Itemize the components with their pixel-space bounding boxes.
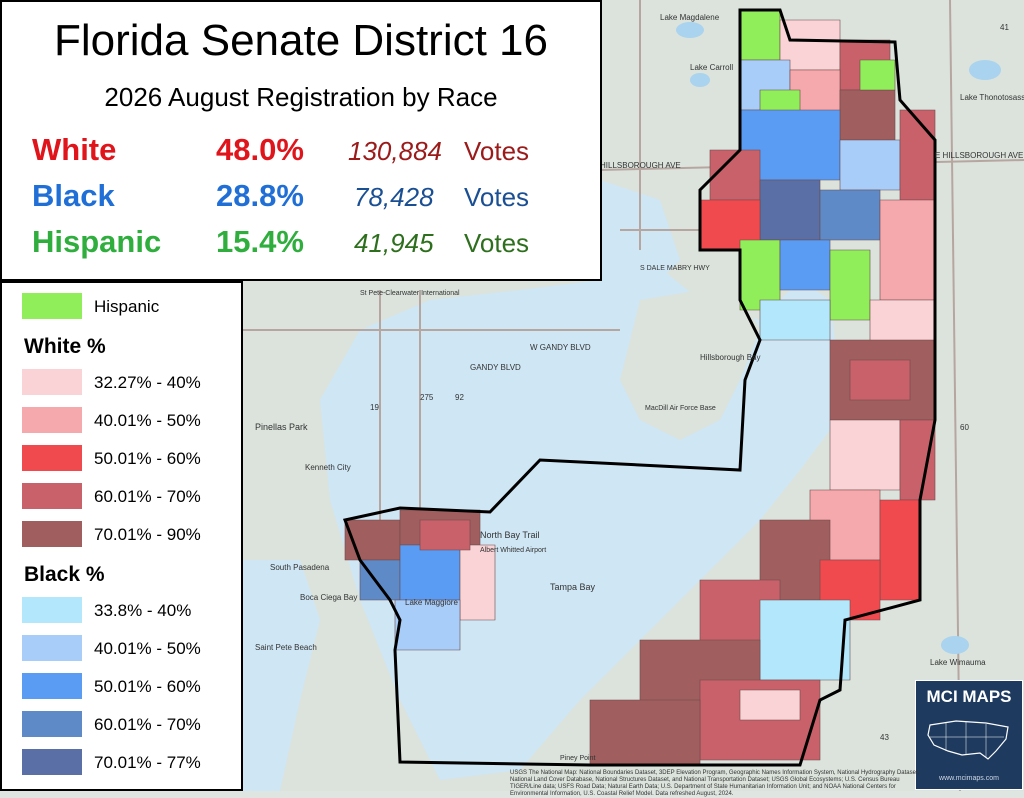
legend-label-white-4: 60.01% - 70%	[94, 487, 201, 506]
route-43-label: 43	[880, 733, 889, 742]
lake-wimauma-label: Lake Wimauma	[930, 658, 986, 667]
title-panel: Florida Senate District 16 2026 August R…	[0, 0, 602, 281]
precincts-south	[589, 339, 936, 766]
white-votes: 130,884	[348, 136, 442, 166]
hillsborough-bay-label: Hillsborough Bay	[700, 353, 760, 362]
lake-carroll-label: Lake Carroll	[690, 63, 733, 72]
legend-swatch-white-3	[22, 445, 82, 471]
legend-swatch-black-3	[22, 673, 82, 699]
route-19-label: 19	[370, 403, 379, 412]
south-pasadena-label: South Pasadena	[270, 563, 330, 572]
albert-whitted-label: Albert Whitted Airport	[480, 547, 546, 554]
white-votes-word: Votes	[464, 136, 530, 166]
legend-label-white-2: 40.01% - 50%	[94, 411, 201, 430]
gandy-blvd-label: GANDY BLVD	[470, 363, 521, 372]
peninsula-land	[620, 290, 760, 440]
legend-swatch-black-2	[22, 635, 82, 661]
brand-url: www.mcimaps.com	[939, 775, 999, 782]
legend-label-white-3: 50.01% - 60%	[94, 449, 201, 468]
route-92-label: 92	[455, 393, 464, 402]
old-tampa-bay-water	[580, 180, 680, 300]
black-pct: 28.8%	[216, 178, 304, 213]
hillsborough-ave-label: HILLSBOROUGH AVE	[600, 161, 681, 170]
route-275-label: 275	[420, 393, 434, 402]
e-hillsborough-ave-label: E HILLSBOROUGH AVE	[935, 151, 1023, 160]
hispanic-label: Hispanic	[32, 224, 162, 259]
legend-swatch-black-1	[22, 597, 82, 623]
lake-thonotosassa-label: Lake Thonotosassa	[960, 93, 1024, 102]
legend-swatch-white-2	[22, 407, 82, 433]
page-subtitle: 2026 August Registration by Race	[104, 82, 498, 112]
brand-name: MCI MAPS	[926, 687, 1012, 706]
black-votes: 78,428	[354, 182, 434, 212]
legend-swatch-black-4	[22, 711, 82, 737]
legend-label-white-1: 32.27% - 40%	[94, 373, 201, 392]
legend-label-black-3: 50.01% - 60%	[94, 677, 201, 696]
macdill-label: MacDill Air Force Base	[645, 405, 716, 412]
hispanic-votes: 41,945	[354, 228, 434, 258]
white-pct: 48.0%	[216, 132, 304, 167]
legend-label-black-5: 70.01% - 77%	[94, 753, 201, 772]
legend-panel: Hispanic White % 32.27% - 40% 40.01% - 5…	[0, 281, 243, 791]
north-bay-trail-label: North Bay Trail	[480, 530, 540, 540]
hispanic-pct: 15.4%	[216, 224, 304, 259]
usa-map-icon	[927, 720, 1009, 760]
legend-swatch-white-1	[22, 369, 82, 395]
map-credits: USGS The National Map: National Boundari…	[510, 770, 920, 797]
lake-maggiore-label: Lake Maggiore	[405, 598, 458, 607]
hispanic-votes-word: Votes	[464, 228, 530, 258]
legend-swatch-white-5	[22, 521, 82, 547]
legend-swatch-white-4	[22, 483, 82, 509]
mci-maps-logo: MCI MAPS www.mcimaps.com	[915, 680, 1023, 790]
route-60-label: 60	[960, 423, 969, 432]
legend-swatch-hispanic	[22, 293, 82, 319]
map-lakes	[676, 22, 1001, 654]
page-title: Florida Senate District 16	[54, 16, 548, 65]
dale-mabry-label: S DALE MABRY HWY	[640, 265, 710, 272]
black-label: Black	[32, 178, 115, 213]
legend-label-black-4: 60.01% - 70%	[94, 715, 201, 734]
tampa-bay-label: Tampa Bay	[550, 582, 596, 592]
district-boundary	[342, 8, 937, 767]
legend-label-hispanic: Hispanic	[94, 297, 160, 316]
legend-swatch-black-5	[22, 749, 82, 775]
legend-label-black-2: 40.01% - 50%	[94, 639, 201, 658]
legend-white-title: White %	[24, 335, 106, 358]
boca-ciega-water	[243, 560, 320, 791]
route-41-label: 41	[1000, 23, 1009, 32]
boca-ciega-bay-label: Boca Ciega Bay	[300, 593, 357, 602]
legend-black-title: Black %	[24, 563, 105, 586]
lake-magdalene-label: Lake Magdalene	[660, 13, 720, 22]
w-gandy-blvd-label: W GANDY BLVD	[530, 343, 591, 352]
black-votes-word: Votes	[464, 182, 530, 212]
piney-point-label: Piney Point	[560, 755, 595, 762]
precincts-st-pete	[344, 509, 496, 651]
legend-label-black-1: 33.8% - 40%	[94, 601, 192, 620]
kenneth-city-label: Kenneth City	[305, 463, 351, 472]
st-pete-clearwater-label: St Pete-Clearwater International	[360, 290, 460, 297]
pinellas-park-label: Pinellas Park	[255, 422, 308, 432]
st-pete-beach-label: Saint Pete Beach	[255, 643, 317, 652]
legend-label-white-5: 70.01% - 90%	[94, 525, 201, 544]
white-label: White	[32, 132, 117, 167]
